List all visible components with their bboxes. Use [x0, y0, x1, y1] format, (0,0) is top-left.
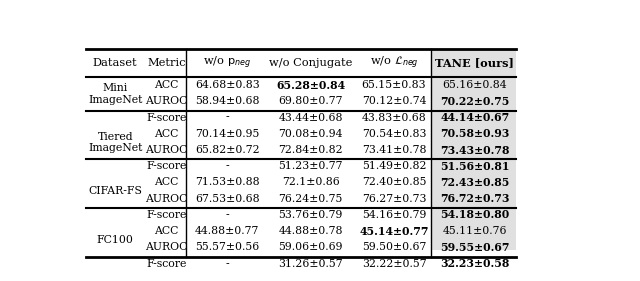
- Text: 64.68±0.83: 64.68±0.83: [195, 80, 260, 90]
- Text: 51.23±0.77: 51.23±0.77: [278, 161, 343, 171]
- Text: AUROC: AUROC: [145, 96, 188, 106]
- Text: F-score: F-score: [146, 113, 186, 123]
- Text: 72.40±0.85: 72.40±0.85: [362, 178, 426, 187]
- Text: 71.53±0.88: 71.53±0.88: [195, 178, 260, 187]
- Text: F-score: F-score: [146, 161, 186, 171]
- Text: -: -: [225, 161, 229, 171]
- Text: 44.14±0.67: 44.14±0.67: [440, 112, 509, 123]
- Text: Metric: Metric: [147, 58, 186, 68]
- Text: TANE [ours]: TANE [ours]: [435, 57, 515, 69]
- Text: -: -: [225, 210, 229, 220]
- Text: FC100: FC100: [97, 235, 134, 245]
- Text: -: -: [225, 113, 229, 123]
- Text: 45.14±0.77: 45.14±0.77: [359, 226, 429, 237]
- Text: 73.41±0.78: 73.41±0.78: [362, 145, 426, 155]
- Text: AUROC: AUROC: [145, 243, 188, 252]
- Text: 32.23±0.58: 32.23±0.58: [440, 258, 509, 269]
- Text: 31.26±0.57: 31.26±0.57: [278, 259, 343, 269]
- Text: ACC: ACC: [154, 178, 179, 187]
- Text: ACC: ACC: [154, 226, 179, 236]
- Text: AUROC: AUROC: [145, 145, 188, 155]
- Text: AUROC: AUROC: [145, 194, 188, 204]
- Text: 43.83±0.68: 43.83±0.68: [362, 113, 426, 123]
- Text: 65.82±0.72: 65.82±0.72: [195, 145, 260, 155]
- Text: 53.76±0.79: 53.76±0.79: [278, 210, 343, 220]
- Text: CIFAR-FS: CIFAR-FS: [88, 186, 142, 196]
- Text: 54.16±0.79: 54.16±0.79: [362, 210, 426, 220]
- Text: 70.12±0.74: 70.12±0.74: [362, 96, 426, 106]
- Text: 65.16±0.84: 65.16±0.84: [442, 80, 507, 90]
- Text: Tiered
ImageNet: Tiered ImageNet: [88, 132, 143, 153]
- Text: 51.56±0.81: 51.56±0.81: [440, 161, 509, 172]
- Text: F-score: F-score: [146, 210, 186, 220]
- Text: F-score: F-score: [146, 259, 186, 269]
- Text: 59.50±0.67: 59.50±0.67: [362, 243, 426, 252]
- Text: 70.58±0.93: 70.58±0.93: [440, 128, 509, 139]
- Text: 32.22±0.57: 32.22±0.57: [362, 259, 426, 269]
- Text: 72.43±0.85: 72.43±0.85: [440, 177, 509, 188]
- Text: 70.54±0.83: 70.54±0.83: [362, 129, 426, 139]
- Text: 55.57±0.56: 55.57±0.56: [195, 243, 259, 252]
- Text: Dataset: Dataset: [93, 58, 138, 68]
- Text: 76.72±0.73: 76.72±0.73: [440, 193, 509, 204]
- Text: 54.18±0.80: 54.18±0.80: [440, 209, 509, 220]
- Text: 51.49±0.82: 51.49±0.82: [362, 161, 426, 171]
- Text: 72.1±0.86: 72.1±0.86: [282, 178, 339, 187]
- Text: w/o Conjugate: w/o Conjugate: [269, 58, 353, 68]
- Text: 76.24±0.75: 76.24±0.75: [278, 194, 343, 204]
- Text: ACC: ACC: [154, 129, 179, 139]
- Text: 73.43±0.78: 73.43±0.78: [440, 144, 509, 155]
- Text: 59.55±0.67: 59.55±0.67: [440, 242, 509, 253]
- Text: 69.80±0.77: 69.80±0.77: [278, 96, 343, 106]
- Text: 58.94±0.68: 58.94±0.68: [195, 96, 260, 106]
- Text: 43.44±0.68: 43.44±0.68: [278, 113, 343, 123]
- Text: ACC: ACC: [154, 80, 179, 90]
- Text: 59.06±0.69: 59.06±0.69: [278, 243, 343, 252]
- Text: w/o $\mathrm{p}_{neg}$: w/o $\mathrm{p}_{neg}$: [204, 55, 252, 71]
- Text: 70.22±0.75: 70.22±0.75: [440, 96, 509, 107]
- Text: 67.53±0.68: 67.53±0.68: [195, 194, 260, 204]
- Text: 44.88±0.78: 44.88±0.78: [278, 226, 343, 236]
- Text: 44.88±0.77: 44.88±0.77: [195, 226, 259, 236]
- Text: Mini
ImageNet: Mini ImageNet: [88, 83, 143, 105]
- Text: -: -: [225, 259, 229, 269]
- Text: 70.08±0.94: 70.08±0.94: [278, 129, 343, 139]
- Text: 76.27±0.73: 76.27±0.73: [362, 194, 426, 204]
- Text: 65.28±0.84: 65.28±0.84: [276, 80, 345, 90]
- Text: 72.84±0.82: 72.84±0.82: [278, 145, 343, 155]
- Text: w/o $\mathcal{L}_{neg}$: w/o $\mathcal{L}_{neg}$: [370, 55, 419, 71]
- Text: 45.11±0.76: 45.11±0.76: [443, 226, 507, 236]
- Text: 65.15±0.83: 65.15±0.83: [362, 80, 426, 90]
- Text: 70.14±0.95: 70.14±0.95: [195, 129, 259, 139]
